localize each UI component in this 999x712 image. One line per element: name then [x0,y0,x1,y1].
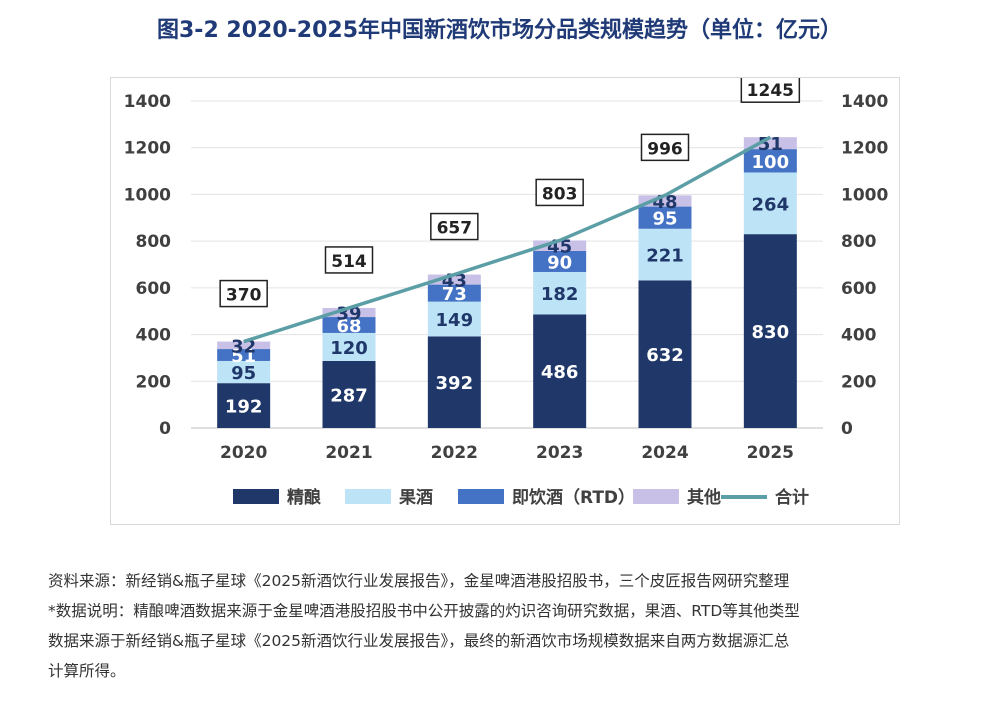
total-label-box-2021 [324,246,374,274]
bar-label-2020-series-1: 95 [231,363,256,384]
x-tick-2021: 2021 [325,443,372,463]
total-label-2023: 803 [542,184,578,204]
legend-label-line: 合计 [775,487,809,508]
stacked-bar-chart: 0 0 200 200 400 400 600 600 800 800 1000 1000 1200 12… [124,78,888,508]
bar-2020-series-2 [217,349,271,361]
bar-label-2025-series-2: 100 [752,152,790,173]
bar-label-2022-series-0: 392 [436,373,474,394]
total-label-2021: 514 [331,252,367,272]
bar-label-2022-series-2: 73 [442,284,467,305]
bar-2024-series-3 [638,195,692,207]
total-label-box-2024 [640,133,690,162]
notes-section: 资料来源：新经销&瓶子星球《2025新酒饮行业发展报告》，金星啤酒港股招股书，三… [48,566,968,686]
bar-label-2023-series-2: 90 [547,252,572,273]
data-note-line-2: 数据来源于新经销&瓶子星球《2025新酒饮行业发展报告》，最终的新酒饮市场规模数… [48,632,790,650]
bar-2025-series-1 [743,172,797,235]
y-tick-left-0: 0 [159,419,171,439]
legend-swatch-3 [633,489,679,504]
legend-swatch-0 [233,489,279,504]
bar-2021-series-0 [322,360,376,428]
legend-label-1: 果酒 [399,487,433,508]
total-label-box-2023 [535,178,584,207]
x-tick-2022: 2022 [431,443,478,463]
bar-label-2025-series-1: 264 [752,194,790,215]
legend-label-2: 即饮酒（RTD） [512,487,635,508]
total-label-box-2025 [740,78,801,103]
bar-2020-series-0 [217,383,271,428]
y-tick-right-800: 800 [841,232,877,252]
bar-2022-series-0 [427,336,481,428]
bar-label-2022-series-1: 149 [436,310,474,331]
total-label-box-2020 [219,279,268,308]
bar-2024-series-2 [638,206,692,229]
bar-2022-series-3 [427,274,481,285]
bar-2024-series-1 [638,228,692,281]
y-tick-right-600: 600 [841,279,877,299]
chart-title: 图3-2 2020-2025年中国新酒饮市场分品类规模趋势（单位：亿元） [157,18,842,43]
bar-2025-series-2 [743,149,797,173]
bar-2020-series-1 [217,360,271,384]
bar-label-2020-series-0: 192 [225,397,263,418]
y-tick-left-1000: 1000 [124,185,171,205]
total-label-2020: 370 [226,286,262,306]
y-tick-left-600: 600 [136,279,172,299]
data-note-line-3: 计算所得。 [48,662,126,680]
legend-label-3: 其他 [687,487,721,508]
y-tick-left-400: 400 [136,326,172,346]
bar-2023-series-0 [533,314,587,428]
bar-2023-series-1 [533,271,587,315]
y-tick-right-400: 400 [841,326,877,346]
bar-2021-series-2 [322,317,376,333]
x-tick-2024: 2024 [641,443,688,463]
total-label-box-2022 [430,212,479,241]
y-tick-left-800: 800 [136,232,172,252]
bar-label-2023-series-1: 182 [541,284,579,305]
total-label-2024: 996 [647,139,683,159]
legend-swatch-1 [345,489,391,504]
y-tick-right-200: 200 [841,372,877,392]
bar-2024-series-0 [638,280,692,428]
bar-2021-series-3 [322,307,376,318]
legend-swatch-2 [458,489,504,504]
bar-label-2021-series-0: 287 [330,385,368,406]
total-label-2025: 1245 [747,81,794,101]
bar-2020-series-3 [217,341,271,350]
y-tick-right-1400: 1400 [841,92,888,112]
bar-2022-series-1 [427,301,481,337]
bar-label-2021-series-2: 68 [336,316,361,337]
bar-2025-series-3 [743,137,797,150]
bar-label-2025-series-0: 830 [752,322,790,343]
x-tick-2023: 2023 [536,443,583,463]
legend-label-0: 精酿 [287,487,321,508]
bar-label-2020-series-2: 51 [231,346,256,367]
bar-2025-series-0 [743,234,797,428]
y-tick-left-1200: 1200 [124,139,171,159]
source-note: 资料来源：新经销&瓶子星球《2025新酒饮行业发展报告》，金星啤酒港股招股书，三… [48,572,790,590]
data-note-line-1: *数据说明：精酿啤酒数据来源于金星啤酒港股招股书中公开披露的灼识咨询研究数据，果… [48,602,800,620]
bar-2022-series-2 [427,284,481,302]
bar-label-2024-series-0: 632 [646,345,684,366]
x-tick-2020: 2020 [220,443,267,463]
bar-label-2020-series-3: 32 [231,336,256,357]
chart-frame: 0 0 200 200 400 400 600 600 800 800 1000 1000 1200 12… [110,77,900,525]
bar-2023-series-2 [533,250,587,272]
y-tick-right-0: 0 [841,419,853,439]
bar-2023-series-3 [533,240,587,251]
bar-label-2021-series-1: 120 [330,338,368,359]
y-tick-left-1400: 1400 [124,92,171,112]
bar-label-2023-series-0: 486 [541,362,579,383]
bar-label-2024-series-1: 221 [646,246,684,267]
y-tick-right-1200: 1200 [841,139,888,159]
y-tick-right-1000: 1000 [841,185,888,205]
total-line [243,135,772,344]
total-label-2022: 657 [437,219,473,239]
bar-2021-series-1 [322,332,376,361]
bar-label-2024-series-2: 95 [652,209,677,230]
x-tick-2025: 2025 [747,443,794,463]
y-tick-left-200: 200 [136,372,172,392]
